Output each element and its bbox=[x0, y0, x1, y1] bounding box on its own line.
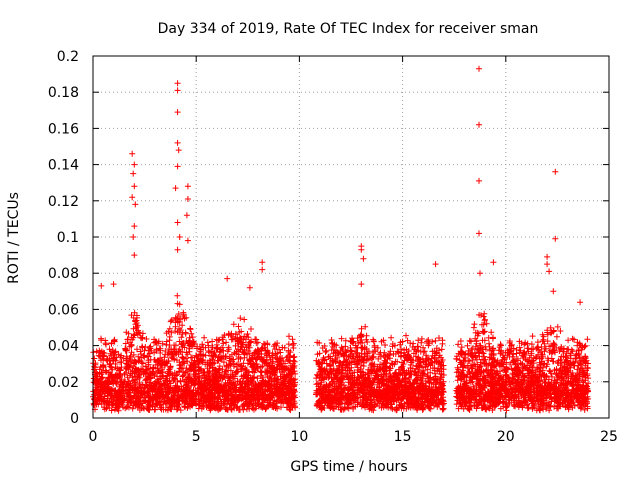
y-tick-label: 0.04 bbox=[48, 339, 79, 355]
chart-title: Day 334 of 2019, Rate Of TEC Index for r… bbox=[158, 21, 539, 37]
y-tick-label: 0.06 bbox=[48, 302, 79, 318]
y-axis-label: ROTI / TECUs bbox=[6, 192, 22, 284]
y-axis-ticks: 0 0.02 0.04 0.06 0.08 0.1 0.12 0.14 0.16 0.18 0.2 bbox=[48, 49, 609, 427]
x-tick-label: 10 bbox=[290, 429, 308, 445]
x-axis-ticks: 0 5 10 15 20 25 bbox=[89, 56, 618, 445]
y-tick-label: 0.16 bbox=[48, 121, 79, 137]
y-tick-label: 0.14 bbox=[48, 158, 79, 174]
x-tick-label: 25 bbox=[600, 429, 618, 445]
x-axis-label: GPS time / hours bbox=[290, 459, 407, 475]
y-tick-label: 0.12 bbox=[48, 194, 79, 210]
data-points bbox=[90, 65, 592, 414]
y-tick-label: 0.1 bbox=[57, 230, 79, 246]
y-tick-label: 0.2 bbox=[57, 49, 79, 65]
x-tick-label: 15 bbox=[394, 429, 412, 445]
roti-points-path bbox=[90, 65, 592, 414]
y-tick-label: 0 bbox=[70, 411, 79, 427]
grid-lines bbox=[93, 56, 609, 418]
x-tick-label: 20 bbox=[497, 429, 515, 445]
plot-frame bbox=[92, 55, 610, 419]
y-tick-label: 0.18 bbox=[48, 85, 79, 101]
x-tick-label: 0 bbox=[89, 429, 98, 445]
x-tick-label: 5 bbox=[192, 429, 201, 445]
y-tick-label: 0.02 bbox=[48, 375, 79, 391]
y-tick-label: 0.08 bbox=[48, 266, 79, 282]
